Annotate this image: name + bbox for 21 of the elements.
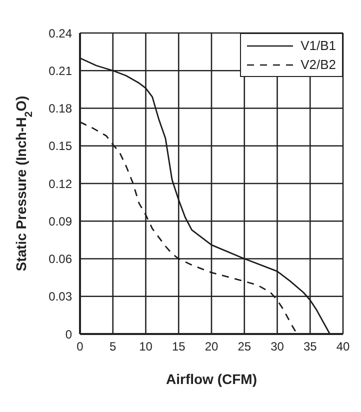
y-tick-label: 0 — [65, 327, 72, 342]
y-tick-label: 0.18 — [48, 102, 72, 116]
x-tick-label: 40 — [336, 340, 350, 354]
y-tick-label: 0.15 — [48, 139, 72, 154]
x-axis-title: Airflow (CFM) — [166, 371, 257, 387]
x-tick-label: 20 — [204, 340, 218, 354]
y-tick-label: 0.21 — [48, 64, 72, 78]
x-tick-label: 30 — [270, 340, 284, 354]
legend-label: V1/B1 — [300, 37, 336, 55]
x-tick-label: 15 — [172, 340, 186, 354]
y-tick-label: 0.12 — [48, 176, 72, 191]
x-tick-label: 5 — [110, 340, 117, 354]
x-tick-label: 25 — [238, 340, 252, 354]
y-tick-label: 0.03 — [48, 290, 72, 304]
y-tick-label: 0.24 — [48, 26, 72, 40]
x-tick-label: 35 — [303, 340, 318, 354]
y-tick-label: 0.09 — [48, 214, 72, 228]
x-tick-label: 0 — [76, 340, 84, 354]
x-tick-label: 10 — [139, 340, 153, 354]
y-tick-label: 0.06 — [48, 252, 72, 266]
legend-label: V2/B2 — [300, 56, 336, 74]
